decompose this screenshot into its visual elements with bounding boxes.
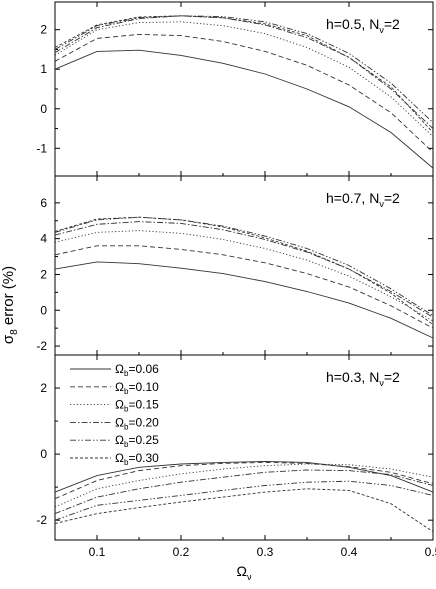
series-line-1 (54, 261, 434, 339)
series-line-4 (54, 469, 434, 515)
legend-label-2: Ωb=0.10 (115, 380, 159, 396)
x-tick-label: 0.4 (341, 545, 358, 559)
y-tick-label: 1 (40, 62, 47, 76)
legend-label-6: Ωb=0.30 (115, 451, 159, 467)
series-line-6 (54, 15, 434, 133)
series-line-2 (54, 245, 434, 329)
series-line-4 (54, 15, 434, 129)
x-tick-label: 0.2 (173, 545, 190, 559)
annotation-sub: ν (379, 25, 384, 35)
x-axis-label: Ων (237, 563, 252, 582)
legend-label-value: =0.15 (128, 398, 159, 412)
annotation-rest: =2 (384, 16, 400, 32)
series-line-4 (54, 221, 434, 318)
legend-label-5: Ωb=0.25 (115, 433, 159, 449)
y-tick-label: 4 (40, 232, 47, 246)
y-axis-label-rest: error (%) (0, 266, 17, 329)
y-tick-label: 0 (40, 447, 47, 461)
x-axis-label-sub: ν (247, 572, 252, 582)
legend-label-value: =0.25 (128, 433, 159, 447)
series-line-3 (54, 230, 434, 322)
y-tick-label: 2 (40, 381, 47, 395)
legend-label-1: Ωb=0.06 (115, 362, 159, 378)
y-tick-label: -1 (36, 141, 47, 155)
legend-label-prefix: Ω (115, 398, 124, 412)
series-line-2 (54, 33, 434, 153)
legend-label-prefix: Ω (115, 451, 124, 465)
x-tick-label: 0.1 (89, 545, 106, 559)
legend-label-prefix: Ω (115, 362, 124, 376)
series-line-2 (54, 461, 434, 500)
series-line-1 (54, 460, 434, 493)
legend-label-prefix: Ω (115, 415, 124, 429)
y-axis-label-sub: 8 (9, 329, 20, 335)
annotation-main: h=0.3, N (326, 369, 379, 385)
panel-3: -2 0 2 h=0.3, Nν=2 0.1 0.2 0.3 0.4 0.5 (36, 354, 436, 559)
annotation-rest: =2 (384, 369, 400, 385)
legend-label-value: =0.06 (128, 362, 159, 376)
y-tick-label: 0 (40, 102, 47, 116)
annotation-main: h=0.7, N (326, 190, 379, 206)
legend-label-sub: b (124, 387, 129, 396)
y-tick-label: -2 (36, 339, 47, 353)
series-line-6 (54, 216, 434, 325)
legend-label-3: Ωb=0.15 (115, 398, 159, 414)
panel-annotation: h=0.3, Nν=2 (326, 369, 400, 388)
panel-annotation: h=0.7, Nν=2 (326, 190, 400, 209)
x-tick-label: 0.3 (257, 545, 274, 559)
annotation-sub: ν (379, 378, 384, 388)
x-tick-label: 0.5 (425, 545, 436, 559)
legend-label-value: =0.20 (128, 415, 159, 429)
annotation-main: h=0.5, N (326, 16, 379, 32)
series-line-5 (54, 216, 434, 316)
y-tick-label: 2 (40, 23, 47, 37)
annotation-sub: ν (379, 199, 384, 209)
panel-2: -2 0 2 4 6 h=0.7, Nν=2 (36, 175, 434, 356)
annotation-rest: =2 (384, 190, 400, 206)
legend: Ωb=0.06Ωb=0.10Ωb=0.15Ωb=0.20Ωb=0.25Ωb=0.… (70, 362, 159, 467)
legend-label-value: =0.30 (128, 451, 159, 465)
y-tick-label: 0 (40, 303, 47, 317)
legend-label-4: Ωb=0.20 (115, 415, 159, 431)
legend-label-sub: b (124, 458, 129, 467)
legend-label-prefix: Ω (115, 380, 124, 394)
y-tick-label: -2 (36, 513, 47, 527)
series-line-5 (54, 480, 434, 521)
legend-label-sub: b (124, 369, 129, 378)
legend-label-value: =0.10 (128, 380, 159, 394)
y-tick-label: 2 (40, 267, 47, 281)
y-tick-label: 6 (40, 196, 47, 210)
series-line-5 (54, 15, 434, 123)
legend-label-sub: b (124, 405, 129, 414)
series-line-3 (54, 21, 434, 137)
legend-label-sub: b (124, 440, 129, 449)
panel-annotation: h=0.5, Nν=2 (326, 16, 400, 35)
panel-frame (54, 354, 434, 541)
legend-label-prefix: Ω (115, 433, 124, 447)
series-line-3 (54, 463, 434, 508)
y-axis-label-main: σ (0, 334, 17, 344)
panel-1: -1 0 1 2 h=0.5, Nν=2 (36, 1, 434, 177)
series-line-6 (54, 488, 434, 533)
x-axis-label-main: Ω (237, 563, 247, 579)
y-axis-label: σ8 error (%) (0, 266, 20, 344)
series-line-1 (54, 49, 434, 169)
legend-label-sub: b (124, 422, 129, 431)
